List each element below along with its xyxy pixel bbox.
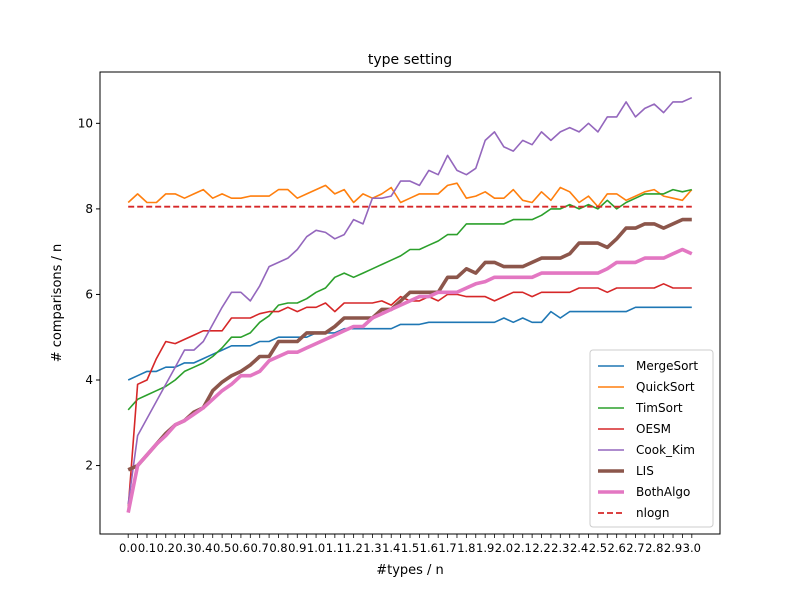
y-tick-label: 6 [85,287,93,301]
chart-title: type setting [368,52,452,68]
series-line-cook-kim [127,96,693,505]
series-line-lis [127,217,692,472]
x-tick-label: 0.5 [213,541,231,555]
x-tick-label: 0.9 [288,541,306,555]
legend-box [589,349,714,528]
x-tick-label: 1.7 [438,541,456,555]
series-line-mergesort [127,306,692,381]
x-tick-label: 0.2 [157,541,175,555]
x-axis-label: #types / n [376,563,444,578]
x-tick-label: 1.5 [401,541,419,555]
x-tick-label: 1.8 [457,541,475,555]
x-tick-label: 0.8 [269,541,287,555]
legend-label: nlogn [636,506,670,520]
x-tick-label: 2.9 [664,541,682,555]
x-tick-label: 2.6 [608,541,626,555]
y-tick-label: 10 [78,116,93,130]
series-layer [126,96,693,513]
legend-label: QuickSort [636,380,695,394]
x-tick-label: 1.4 [382,541,400,555]
x-tick-label: 0.3 [175,541,193,555]
legend-label: MergeSort [636,359,698,373]
series-line-timsort [127,188,692,411]
x-tick-label: 3.0 [683,541,701,555]
legend-label: TimSort [635,401,683,415]
series-line-bothalgo [126,247,693,513]
x-tick-label: 1.9 [476,541,494,555]
legend-label: BothAlgo [636,485,690,499]
legend-label: LIS [636,464,654,478]
x-tick-label: 1.2 [344,541,362,555]
x-tick-label: 2.2 [532,541,550,555]
y-tick-label: 8 [85,202,93,216]
x-tick-label: 2.1 [514,541,532,555]
legend-label: Cook_Kim [636,443,695,457]
x-tick-label: 0.6 [232,541,250,555]
legend-label: OESM [636,422,671,436]
y-tick-label: 2 [85,459,93,473]
y-axis-label: # comparisons / n [50,244,65,363]
x-tick-label: 2.4 [570,541,588,555]
x-tick-label: 0.4 [194,541,212,555]
y-tick-label: 4 [85,373,93,387]
x-tick-label: 2.3 [551,541,569,555]
x-tick-label: 2.7 [626,541,644,555]
x-tick-label: 1.0 [307,541,325,555]
x-tick-label: 2.5 [589,541,607,555]
x-tick-label: 0.1 [138,541,156,555]
x-tick-label: 2.8 [645,541,663,555]
y-axis-ticks: 2 4 6 8 10 [78,116,100,473]
x-tick-label: 0.0 [119,541,137,555]
x-tick-label: 1.3 [363,541,381,555]
x-tick-label: 2.0 [495,541,513,555]
x-tick-label: 0.7 [251,541,269,555]
x-tick-label: 1.6 [420,541,438,555]
legend: MergeSort QuickSort TimSort OESM Cook_Kim LIS… [589,349,714,528]
x-axis-ticks: 0.0 0.1 0.2 0.3 0.4 0.5 0.6 0.7 0.8 0.9 1.0 1.1 1.2 1… [119,534,701,555]
x-tick-label: 1.1 [326,541,344,555]
